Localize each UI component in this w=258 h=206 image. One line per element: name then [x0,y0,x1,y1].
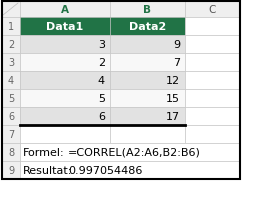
Text: 6: 6 [98,111,105,121]
Bar [20,54,110,72]
Text: 0.997054486: 0.997054486 [68,165,142,175]
Bar [185,2,240,18]
Bar [20,72,110,90]
Bar [185,125,240,143]
Bar [2,36,20,54]
Text: 8: 8 [8,147,14,157]
Bar [20,161,240,179]
Bar [110,36,185,54]
Bar [185,72,240,90]
Text: 3: 3 [8,58,14,68]
Text: B: B [143,5,151,15]
Text: =CORREL(A2:A6,B2:B6): =CORREL(A2:A6,B2:B6) [68,147,201,157]
Bar [110,90,185,108]
Bar [20,2,110,18]
Text: 5: 5 [98,94,105,103]
Text: 4: 4 [98,76,105,85]
Text: 9: 9 [8,165,14,175]
Bar [2,108,20,125]
Bar [20,143,240,161]
Text: 6: 6 [8,111,14,121]
Bar [185,36,240,54]
Bar [2,2,20,18]
Bar [110,125,185,143]
Text: 7: 7 [8,129,14,139]
Text: Resultat:: Resultat: [23,165,72,175]
Text: Data2: Data2 [129,22,166,32]
Bar [2,125,20,143]
Bar [20,90,110,108]
Text: 2: 2 [8,40,14,50]
Bar [185,54,240,72]
Bar [20,36,110,54]
Text: 4: 4 [8,76,14,85]
Text: C: C [209,5,216,15]
Bar [20,18,110,36]
Bar [2,143,20,161]
Bar [2,72,20,90]
Bar [2,90,20,108]
Text: A: A [61,5,69,15]
Text: 5: 5 [8,94,14,103]
Text: Formel:: Formel: [23,147,64,157]
Text: 9: 9 [173,40,180,50]
Bar [185,18,240,36]
Bar [110,72,185,90]
Text: 12: 12 [166,76,180,85]
Bar [110,2,185,18]
Bar [185,90,240,108]
Bar [2,161,20,179]
Bar [185,108,240,125]
Text: Data1: Data1 [46,22,84,32]
Bar [110,54,185,72]
Text: 3: 3 [98,40,105,50]
Text: 7: 7 [173,58,180,68]
Bar [2,2,240,179]
Text: 2: 2 [98,58,105,68]
Bar [2,18,20,36]
Bar [110,18,185,36]
Bar [2,54,20,72]
Bar [20,125,110,143]
Bar [20,108,110,125]
Bar [110,108,185,125]
Text: 17: 17 [166,111,180,121]
Text: 1: 1 [8,22,14,32]
Text: 15: 15 [166,94,180,103]
